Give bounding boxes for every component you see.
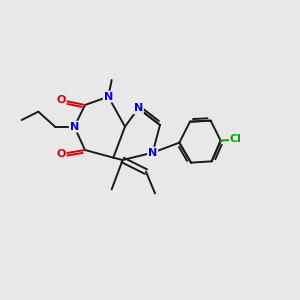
Text: N: N [148, 148, 157, 158]
Text: N: N [134, 103, 143, 113]
Text: Cl: Cl [230, 134, 242, 144]
Text: O: O [56, 149, 66, 159]
Text: N: N [104, 92, 113, 102]
Text: N: N [70, 122, 79, 132]
Text: O: O [56, 95, 66, 105]
